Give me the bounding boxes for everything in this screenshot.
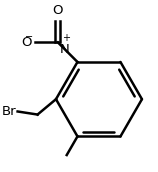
Text: +: +: [62, 33, 70, 43]
Text: O: O: [53, 4, 63, 17]
Text: O: O: [22, 36, 32, 49]
Text: Br: Br: [1, 105, 16, 118]
Text: N: N: [60, 43, 70, 56]
Text: −: −: [25, 32, 33, 42]
